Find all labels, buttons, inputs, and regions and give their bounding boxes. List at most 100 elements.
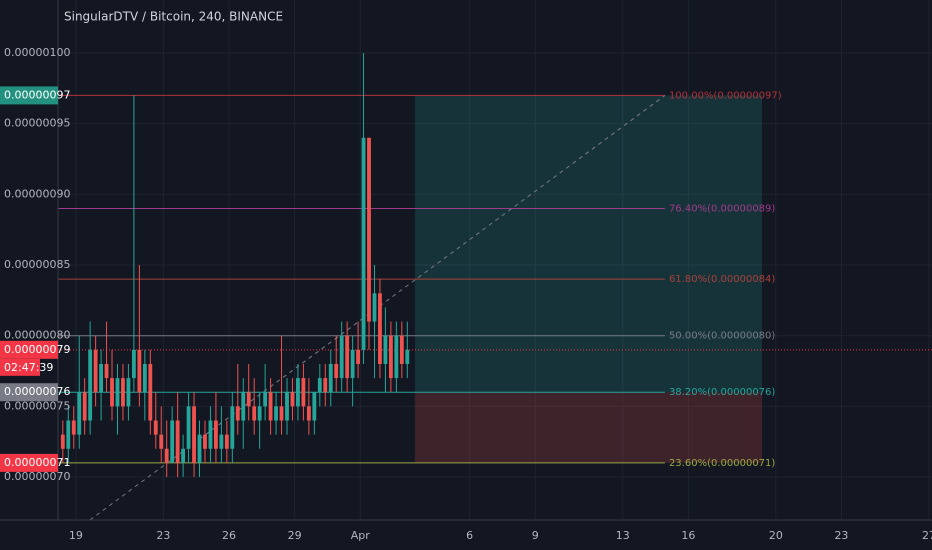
y-tick-label: 0.00000095 <box>4 117 70 130</box>
candle-body <box>268 392 273 421</box>
candle-body <box>93 349 98 393</box>
candle-body <box>170 420 175 463</box>
candle-body <box>164 448 169 463</box>
candle-body <box>301 378 306 407</box>
candle-body <box>186 406 191 449</box>
candle-body <box>328 363 333 393</box>
y-tick-label: 0.00000080 <box>4 329 70 342</box>
candle-body <box>82 392 87 421</box>
fib-level-label: 76.40%(0.00000089) <box>669 203 775 214</box>
candle-body <box>175 420 180 463</box>
price-badge <box>0 340 58 359</box>
loss-zone <box>414 392 763 463</box>
y-tick-label: 0.00000100 <box>4 46 70 59</box>
candle-body <box>399 335 404 364</box>
x-tick-label: 19 <box>69 529 83 542</box>
y-tick-label: 0.00000085 <box>4 258 70 271</box>
fib-level-label: 61.80%(0.00000084) <box>669 274 775 285</box>
y-tick-label: 0.00000075 <box>4 399 70 412</box>
candle-body <box>334 363 339 379</box>
candle-body <box>257 406 262 421</box>
candle-body <box>388 335 393 379</box>
fib-level-label: 38.20%(0.00000076) <box>669 387 775 398</box>
candle-body <box>345 335 350 379</box>
x-tick-label: 23 <box>156 529 170 542</box>
fib-level-label: 100.00%(0.00000097) <box>669 90 782 101</box>
candle-body <box>306 406 311 421</box>
chart-title: SingularDTV / Bitcoin, 240, BINANCE <box>64 10 283 24</box>
price-badge <box>0 383 58 402</box>
candle-body <box>77 392 82 435</box>
candle-body <box>142 363 147 393</box>
candle-body <box>350 349 355 379</box>
candle-body <box>104 363 109 379</box>
candle-body <box>378 293 382 364</box>
candle-body <box>71 420 76 435</box>
candle-body <box>361 137 366 350</box>
candle-body <box>279 406 284 421</box>
candle-body <box>405 349 410 364</box>
x-tick-label: 26 <box>222 529 236 542</box>
candle-body <box>246 392 251 407</box>
candle-body <box>181 448 186 463</box>
candle-body <box>219 434 224 449</box>
candle-body <box>88 349 93 421</box>
candle-body <box>192 406 196 463</box>
candle-body <box>296 378 300 407</box>
candle-body <box>323 378 328 393</box>
x-tick-label: 16 <box>681 529 695 542</box>
candle-body <box>356 349 360 364</box>
fib-level-label: 23.60%(0.00000071) <box>669 458 775 469</box>
candle-body <box>394 335 399 379</box>
candle-body <box>274 406 278 421</box>
x-tick-label: 20 <box>769 529 783 542</box>
price-badge <box>0 453 58 472</box>
candle-body <box>224 434 229 449</box>
candle-body <box>372 293 377 322</box>
candle-body <box>148 363 153 421</box>
candle-body <box>208 420 213 449</box>
x-tick-label: 9 <box>532 529 539 542</box>
candle-body <box>339 335 344 379</box>
x-tick-label: 29 <box>288 529 302 542</box>
candle-body <box>66 420 71 449</box>
candle-body <box>252 406 257 421</box>
price-badge-label: 0.00000076 <box>4 385 70 398</box>
candle-body <box>203 434 207 449</box>
countdown-label: 02:47:39 <box>4 361 53 374</box>
candle-body <box>241 392 246 421</box>
countdown-badge <box>0 358 40 376</box>
candle-body <box>214 420 218 449</box>
candle-body <box>99 363 104 393</box>
x-tick-label: 23 <box>834 529 848 542</box>
candle-body <box>383 335 388 364</box>
y-tick-label: 0.00000070 <box>4 470 70 483</box>
candle-body <box>263 392 268 407</box>
candle-body <box>230 406 235 449</box>
price-badge-label: 0.00000079 <box>4 343 70 356</box>
drawings: 100.00%(0.00000097) 76.40%(0.00000089) 61.… <box>58 90 932 521</box>
candle-body <box>290 392 295 407</box>
candle-body <box>121 378 125 407</box>
candle-body <box>197 434 202 463</box>
axes: 0.00000070 0.00000075 0.00000080 0.00000085… <box>0 46 932 542</box>
x-tick-label: 13 <box>616 529 630 542</box>
y-tick-label: 0.00000090 <box>4 187 70 200</box>
fib-level-label: 50.00%(0.00000080) <box>669 331 775 342</box>
candle-body <box>126 378 131 407</box>
x-tick-label: 27 <box>922 529 932 542</box>
price-badge <box>0 86 58 105</box>
fib-trend-line <box>89 95 666 521</box>
candle-body <box>115 378 120 407</box>
x-tick-label: Apr <box>351 529 371 542</box>
candles <box>60 53 410 478</box>
candle-body <box>110 378 114 407</box>
candle-body <box>159 434 164 449</box>
candle-body <box>285 392 289 421</box>
candle-body <box>137 349 142 393</box>
x-tick-label: 6 <box>466 529 473 542</box>
candle-body <box>131 349 136 379</box>
